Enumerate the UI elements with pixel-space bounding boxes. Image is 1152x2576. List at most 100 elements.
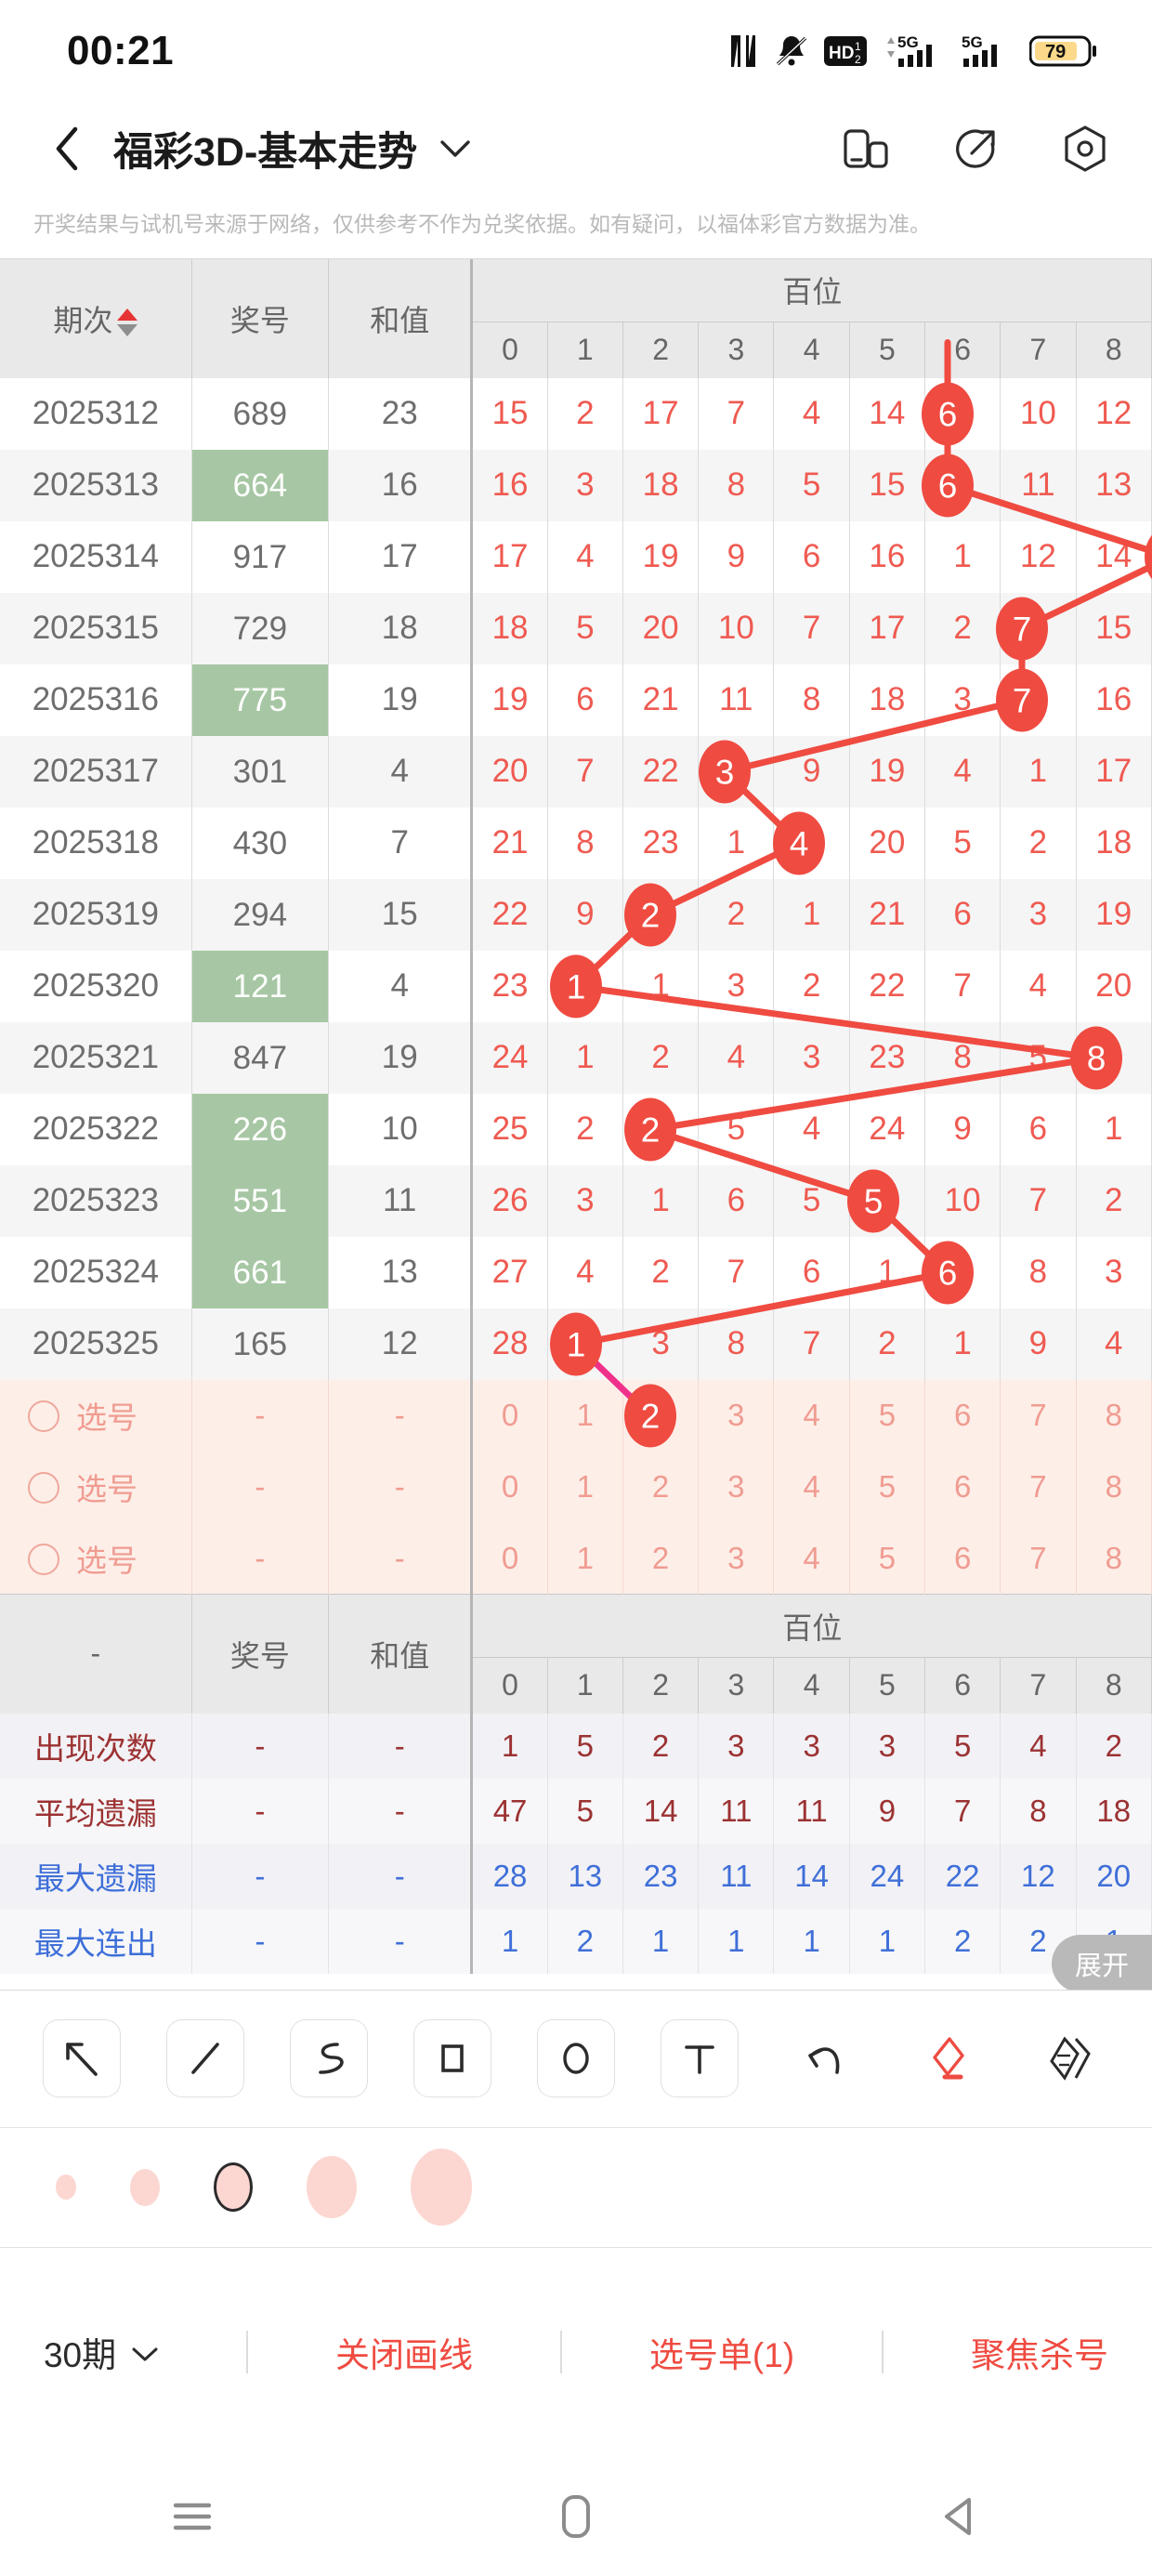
radio-circle-icon[interactable] <box>28 1543 59 1575</box>
digit-column-header-0[interactable]: 0 <box>471 322 548 378</box>
cell-period: 2025321 <box>0 1021 192 1094</box>
table-row[interactable]: 2025312 689 23 15 2 17 7 4 14 6 10 12 <box>0 377 1152 450</box>
back-button[interactable] <box>43 124 93 174</box>
select-cell-8[interactable]: 8 <box>1076 1522 1152 1595</box>
home-icon[interactable] <box>534 2484 618 2549</box>
digit-column-header-6[interactable]: 6 <box>924 322 1001 378</box>
select-number-row[interactable]: 选号 - -0 1 2 3 4 5 6 7 8 <box>0 1451 1152 1523</box>
select-row-label[interactable]: 选号 <box>0 1522 192 1595</box>
select-cell-1[interactable]: 1 <box>547 1451 623 1523</box>
select-cell-0[interactable]: 0 <box>471 1522 548 1595</box>
select-cell-6[interactable]: 6 <box>924 1379 1001 1452</box>
cell-miss-6: 6 <box>924 1236 1001 1308</box>
digit-column-header-7[interactable]: 7 <box>1000 322 1077 378</box>
select-cell-7[interactable]: 7 <box>1000 1522 1077 1595</box>
table-row[interactable]: 2025317 301 4 20 7 22 3 9 19 4 1 17 <box>0 735 1152 808</box>
select-cell-0[interactable]: 0 <box>471 1451 548 1523</box>
select-cell-8[interactable]: 8 <box>1076 1451 1152 1523</box>
digit-column-header-1[interactable]: 1 <box>547 322 623 378</box>
select-cell-2[interactable]: 2 <box>622 1522 700 1595</box>
select-number-row[interactable]: 选号 - -0 1 2 3 4 5 6 7 8 <box>0 1379 1152 1452</box>
select-cell-3[interactable]: 3 <box>698 1379 775 1452</box>
digit-column-header-2[interactable]: 2 <box>622 322 700 378</box>
select-cell-6[interactable]: 6 <box>924 1522 1001 1595</box>
table-row[interactable]: 2025319 294 15 22 9 2 2 1 21 6 3 19 <box>0 878 1152 951</box>
focus-kill-button[interactable]: 聚焦杀号 <box>970 2336 1108 2375</box>
stats-row-prize: - <box>191 1713 330 1779</box>
digit-column-header-3[interactable]: 3 <box>698 322 775 378</box>
trend-table-container[interactable]: 期次 奖号 和值 百位 0 1 2 3 4 5 6 7 8 2025312 689 23 15 2 17 7 4 14 6 1… <box>0 257 1152 1990</box>
table-row[interactable]: 2025325 165 12 28 1 3 8 7 2 1 9 4 <box>0 1308 1152 1380</box>
menu-icon[interactable] <box>151 2484 234 2549</box>
table-row[interactable]: 2025316 775 19 19 6 21 11 8 18 3 7 16 <box>0 664 1152 736</box>
ellipse-tool-icon[interactable] <box>536 2019 615 2098</box>
rectangle-tool-icon[interactable] <box>413 2019 492 2098</box>
table-row[interactable]: 2025320 121 4 23 1 1 3 2 22 7 4 20 <box>0 950 1152 1022</box>
close-draw-button[interactable]: 关闭画线 <box>335 2336 473 2375</box>
select-cell-5[interactable]: 5 <box>849 1379 926 1452</box>
select-cell-5[interactable]: 5 <box>849 1451 926 1523</box>
settings-hex-icon[interactable] <box>1059 123 1111 175</box>
column-header-period[interactable]: 期次 <box>0 258 192 378</box>
select-cell-5[interactable]: 5 <box>849 1522 926 1595</box>
select-cell-3[interactable]: 3 <box>698 1522 775 1595</box>
radio-circle-icon[interactable] <box>28 1400 59 1433</box>
select-cell-7[interactable]: 7 <box>1000 1451 1077 1523</box>
undo-icon[interactable] <box>783 2019 862 2098</box>
brush-size-option-3[interactable] <box>307 2155 357 2219</box>
select-row-label[interactable]: 选号 <box>0 1451 192 1523</box>
select-cell-4[interactable]: 4 <box>773 1522 850 1595</box>
select-cell-1[interactable]: 1 <box>547 1379 623 1452</box>
back-icon[interactable] <box>918 2484 1001 2549</box>
text-tool-icon[interactable] <box>660 2019 739 2098</box>
table-row[interactable]: 2025323 551 11 26 3 1 6 5 5 10 7 2 <box>0 1164 1152 1237</box>
period-count-select[interactable]: 30期 <box>44 2327 159 2377</box>
digit-column-header-5[interactable]: 5 <box>849 322 926 378</box>
cell-miss-7: 7 <box>1000 664 1077 736</box>
select-cell-4[interactable]: 4 <box>773 1451 850 1523</box>
cell-miss-0: 24 <box>471 1021 548 1094</box>
select-cell-2[interactable]: 2 <box>622 1379 700 1452</box>
digit-column-header-8[interactable]: 8 <box>1076 322 1152 378</box>
table-row[interactable]: 2025322 226 10 25 2 2 5 4 24 9 6 1 <box>0 1093 1152 1165</box>
table-row[interactable]: 2025324 661 13 27 4 2 7 6 1 6 8 3 <box>0 1236 1152 1308</box>
table-row[interactable]: 2025313 664 16 16 3 18 8 5 15 6 11 13 <box>0 449 1152 521</box>
table-row[interactable]: 2025315 729 18 18 5 20 10 7 17 2 7 15 <box>0 592 1152 664</box>
cell-sum: 15 <box>328 878 474 951</box>
stats-cell-2: 2 <box>622 1713 700 1779</box>
svg-text:1: 1 <box>855 40 861 53</box>
table-row[interactable]: 2025314 917 17 17 4 19 9 6 16 1 12 14 <box>0 520 1152 593</box>
pick-list-button[interactable]: 选号单(1) <box>648 2336 795 2375</box>
curve-tool-icon[interactable] <box>290 2019 369 2098</box>
select-cell-4[interactable]: 4 <box>773 1379 850 1452</box>
select-cell-1[interactable]: 1 <box>547 1522 623 1595</box>
select-cell-6[interactable]: 6 <box>924 1451 1001 1523</box>
select-row-prize: - <box>191 1522 330 1595</box>
select-cell-0[interactable]: 0 <box>471 1379 548 1452</box>
digit-column-header-4[interactable]: 4 <box>773 322 850 378</box>
radio-circle-icon[interactable] <box>28 1472 59 1505</box>
table-row[interactable]: 2025318 430 7 21 8 23 1 4 20 5 2 18 <box>0 807 1152 879</box>
brush-size-option-2[interactable] <box>214 2162 253 2212</box>
clear-all-icon[interactable] <box>1030 2019 1109 2098</box>
brush-size-option-1[interactable] <box>130 2168 160 2206</box>
select-cell-3[interactable]: 3 <box>698 1451 775 1523</box>
select-cell-8[interactable]: 8 <box>1076 1379 1152 1452</box>
cell-miss-1: 4 <box>547 1236 623 1308</box>
eraser-icon[interactable] <box>907 2019 986 2098</box>
multiwindow-icon[interactable] <box>840 123 892 175</box>
cell-miss-5: 14 <box>849 377 926 450</box>
chevron-down-icon[interactable] <box>439 138 471 159</box>
select-row-label[interactable]: 选号 <box>0 1379 192 1452</box>
table-row[interactable]: 2025321 847 19 24 1 2 4 3 23 8 5 8 <box>0 1021 1152 1094</box>
brush-size-option-0[interactable] <box>56 2174 76 2201</box>
expand-button[interactable]: 展开 <box>1052 1934 1152 1990</box>
share-icon[interactable] <box>949 123 1001 175</box>
select-number-row[interactable]: 选号 - -0 1 2 3 4 5 6 7 8 <box>0 1522 1152 1595</box>
line-tool-icon[interactable] <box>166 2019 245 2098</box>
select-cell-7[interactable]: 7 <box>1000 1379 1077 1452</box>
select-cell-2[interactable]: 2 <box>622 1451 700 1523</box>
cell-prize: 664 <box>191 449 330 521</box>
brush-size-option-4[interactable] <box>411 2149 472 2226</box>
arrow-tool-icon[interactable] <box>43 2019 122 2098</box>
